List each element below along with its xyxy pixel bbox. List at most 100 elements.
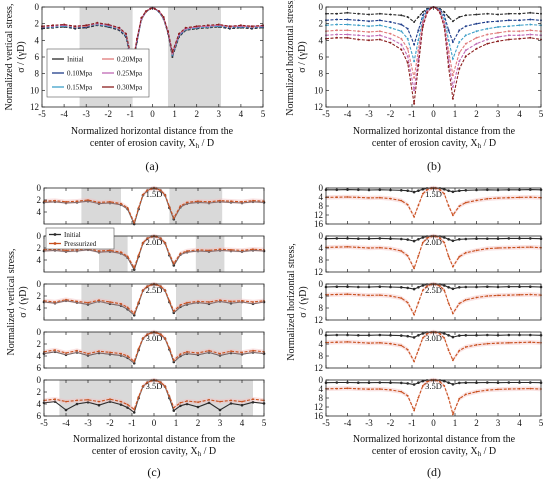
data-point (164, 241, 166, 244)
data-point (335, 33, 338, 36)
data-point (186, 250, 188, 252)
data-point (486, 342, 489, 345)
data-point (137, 254, 140, 257)
data-point (87, 398, 89, 401)
series-line (325, 187, 542, 219)
y-tick-label: 4 (37, 207, 42, 217)
data-point (421, 26, 424, 28)
data-point (76, 399, 78, 402)
data-point (240, 403, 244, 407)
data-point (458, 51, 461, 54)
data-point (119, 354, 123, 357)
data-point (368, 13, 370, 16)
data-point (507, 246, 510, 249)
x-axis-label-line2: center of erosion cavity, Xh / D (372, 138, 496, 150)
data-point (54, 349, 56, 351)
data-point (475, 22, 478, 25)
data-point (486, 38, 489, 41)
data-point (451, 86, 454, 88)
data-point (229, 351, 233, 355)
y-tick-label: 4 (319, 192, 324, 202)
data-point (132, 313, 136, 317)
data-point (529, 246, 532, 249)
legend-marker (53, 242, 57, 245)
data-point (458, 255, 461, 258)
data-point (413, 313, 415, 316)
data-point (120, 202, 122, 205)
data-point (230, 200, 232, 203)
legend-entry: 0.15Mpa (67, 84, 93, 92)
data-point (172, 311, 176, 315)
data-point (452, 312, 454, 315)
subplot-label: 3.5D (146, 381, 163, 391)
data-point (475, 199, 478, 202)
data-point (146, 237, 149, 240)
data-point (335, 381, 339, 384)
data-point (400, 30, 403, 33)
data-point (208, 398, 210, 401)
x-tick-label: 2 (196, 418, 201, 428)
data-point (144, 10, 147, 13)
x-axis-label-subscript: h (198, 450, 202, 458)
data-point (486, 33, 489, 36)
y-axis-label-line1: Normalized horizontal stress, (286, 243, 297, 360)
data-point (486, 197, 489, 200)
series-band (44, 377, 264, 412)
data-point (335, 29, 338, 32)
subplot-label: 2.5D (425, 285, 442, 295)
data-point (208, 200, 210, 203)
data-point (400, 199, 403, 202)
y-tick-label: 8 (319, 351, 324, 361)
data-point (412, 287, 416, 291)
data-point (98, 400, 100, 403)
data-point (109, 351, 111, 354)
subplot-label: 1.5D (146, 189, 163, 199)
data-point (518, 30, 521, 33)
y-tick-label: 12 (314, 210, 323, 220)
y-tick-label: 12 (30, 102, 39, 112)
data-point (87, 352, 89, 355)
subplot-label: 3.5D (425, 381, 442, 391)
data-point (137, 206, 140, 209)
x-tick-label: -2 (105, 109, 113, 119)
y-tick-label: 2 (37, 243, 42, 253)
data-point (447, 397, 450, 399)
y-tick-label: 0 (37, 375, 42, 385)
data-point (458, 41, 461, 43)
data-point (417, 396, 420, 399)
data-point (346, 293, 349, 296)
data-point (207, 351, 211, 354)
y-tick-label: 4 (319, 339, 324, 349)
data-point (417, 301, 420, 304)
data-point (357, 19, 360, 22)
shaded-region (195, 236, 225, 272)
legend-entry: Initial (67, 56, 84, 64)
data-point (497, 20, 499, 23)
data-point (53, 350, 57, 354)
y-tick-label: 12 (314, 267, 323, 277)
x-axis-label-text: center of erosion cavity, X (372, 446, 478, 457)
data-point (497, 247, 499, 249)
data-point (451, 74, 454, 77)
y-tick-label: 12 (314, 315, 323, 325)
data-point (159, 285, 162, 288)
x-tick-label: 5 (539, 418, 544, 428)
data-point (400, 344, 403, 347)
data-point (335, 36, 338, 39)
shaded-region (59, 380, 132, 416)
data-point (179, 401, 182, 404)
shaded-region (81, 332, 132, 368)
data-point (126, 406, 129, 409)
data-point (458, 60, 461, 63)
data-point (252, 301, 254, 303)
data-point (421, 192, 424, 195)
y-tick-label: 0 (319, 183, 324, 193)
data-point (529, 29, 532, 32)
data-point (389, 32, 392, 35)
data-point (400, 43, 403, 46)
data-point (159, 237, 162, 240)
data-point (497, 13, 499, 16)
data-point (230, 248, 232, 251)
data-point (486, 285, 489, 289)
data-point (518, 12, 521, 15)
